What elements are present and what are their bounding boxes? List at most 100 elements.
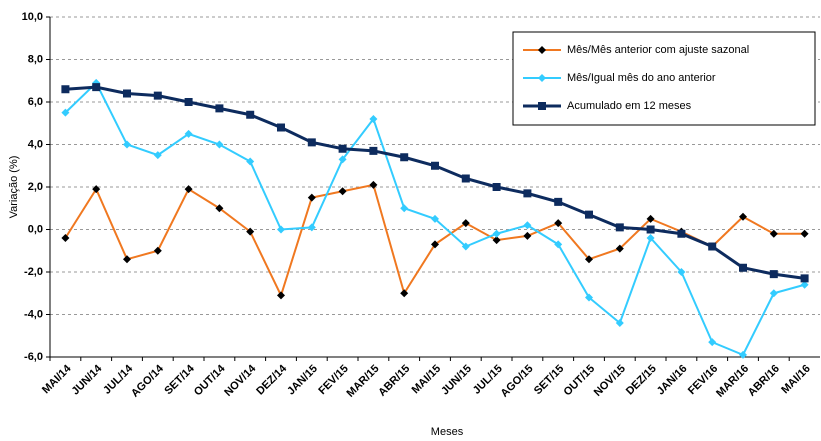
marker bbox=[338, 155, 347, 164]
x-tick-label: NOV/14 bbox=[222, 362, 259, 399]
x-tick-label: OUT/15 bbox=[561, 363, 597, 399]
marker bbox=[461, 219, 470, 228]
marker bbox=[61, 234, 70, 242]
marker bbox=[61, 85, 70, 94]
x-tick-label: SET/15 bbox=[532, 363, 566, 397]
marker bbox=[800, 274, 809, 283]
marker bbox=[646, 234, 655, 242]
marker bbox=[184, 98, 193, 106]
marker bbox=[677, 268, 686, 276]
marker bbox=[431, 214, 439, 223]
legend-marker bbox=[538, 74, 546, 82]
marker bbox=[800, 229, 809, 238]
x-tick-label: MAR/16 bbox=[714, 363, 751, 400]
x-tick-label: OUT/14 bbox=[192, 362, 228, 398]
marker bbox=[123, 140, 131, 149]
marker bbox=[153, 151, 162, 160]
marker bbox=[585, 255, 593, 264]
marker bbox=[277, 123, 285, 132]
x-tick-label: AGO/14 bbox=[129, 362, 167, 400]
marker bbox=[215, 204, 224, 213]
x-tick-label: JAN/15 bbox=[285, 363, 320, 398]
marker bbox=[523, 189, 532, 198]
x-axis-title: Meses bbox=[431, 426, 464, 438]
marker bbox=[338, 187, 347, 196]
x-tick-label: DEZ/15 bbox=[624, 363, 659, 398]
marker bbox=[554, 240, 563, 249]
marker bbox=[246, 157, 255, 166]
x-tick-label: JUN/14 bbox=[70, 362, 105, 397]
marker bbox=[431, 161, 439, 170]
marker bbox=[800, 280, 809, 289]
marker bbox=[677, 229, 686, 238]
y-tick-label: 8,0 bbox=[28, 53, 43, 65]
x-tick-label: DEZ/14 bbox=[254, 362, 289, 397]
legend-label: Mês/Igual mês do ano anterior bbox=[567, 72, 716, 84]
marker bbox=[739, 350, 747, 359]
marker bbox=[400, 153, 409, 162]
marker bbox=[585, 210, 593, 219]
marker bbox=[277, 225, 285, 234]
marker bbox=[739, 212, 747, 221]
marker bbox=[369, 146, 378, 155]
x-tick-label: NOV/15 bbox=[592, 363, 628, 399]
y-tick-label: -4,0 bbox=[24, 308, 43, 320]
legend-marker bbox=[538, 102, 546, 110]
y-tick-label: -2,0 bbox=[24, 266, 43, 278]
marker bbox=[307, 193, 316, 202]
marker bbox=[246, 227, 255, 236]
marker bbox=[92, 185, 101, 194]
marker bbox=[123, 89, 131, 98]
marker bbox=[184, 129, 193, 138]
marker bbox=[615, 223, 624, 232]
marker bbox=[215, 140, 224, 149]
marker bbox=[307, 138, 316, 147]
legend-marker bbox=[538, 46, 546, 54]
marker bbox=[400, 204, 409, 213]
y-axis-title: Variação (%) bbox=[8, 156, 20, 219]
marker bbox=[708, 338, 717, 347]
marker bbox=[369, 180, 378, 189]
x-tick-label: MAI/15 bbox=[410, 363, 444, 397]
marker bbox=[400, 289, 409, 298]
marker bbox=[246, 110, 255, 119]
y-tick-label: 4,0 bbox=[28, 138, 43, 150]
legend-box bbox=[512, 31, 816, 126]
marker bbox=[554, 197, 563, 206]
marker bbox=[369, 115, 378, 123]
marker bbox=[708, 242, 717, 251]
marker bbox=[431, 240, 439, 249]
marker bbox=[554, 219, 563, 228]
legend-label: Acumulado em 12 meses bbox=[567, 100, 692, 112]
marker bbox=[769, 229, 778, 238]
marker bbox=[153, 91, 162, 100]
marker bbox=[646, 214, 655, 223]
marker bbox=[492, 183, 501, 191]
marker bbox=[739, 263, 747, 272]
legend-label: Mês/Mês anterior com ajuste sazonal bbox=[567, 44, 749, 56]
marker bbox=[769, 270, 778, 279]
y-tick-label: 6,0 bbox=[28, 96, 43, 108]
marker bbox=[523, 231, 532, 240]
marker bbox=[646, 225, 655, 234]
x-tick-label: MAI/16 bbox=[779, 363, 813, 397]
marker bbox=[585, 293, 593, 302]
x-tick-label: JUN/15 bbox=[439, 363, 474, 398]
marker bbox=[307, 223, 316, 232]
x-tick-label: AGO/15 bbox=[499, 363, 536, 400]
x-tick-label: MAI/14 bbox=[40, 362, 74, 396]
y-tick-label: -6,0 bbox=[24, 351, 43, 363]
marker bbox=[492, 236, 501, 245]
marker bbox=[123, 255, 131, 264]
marker bbox=[184, 185, 193, 194]
x-tick-label: MAR/15 bbox=[345, 363, 382, 400]
marker bbox=[277, 291, 285, 300]
marker bbox=[769, 289, 778, 298]
marker bbox=[215, 104, 224, 113]
marker bbox=[461, 242, 470, 251]
x-tick-label: SET/14 bbox=[162, 362, 197, 397]
marker bbox=[338, 144, 347, 153]
marker bbox=[615, 319, 624, 327]
marker bbox=[92, 83, 101, 92]
